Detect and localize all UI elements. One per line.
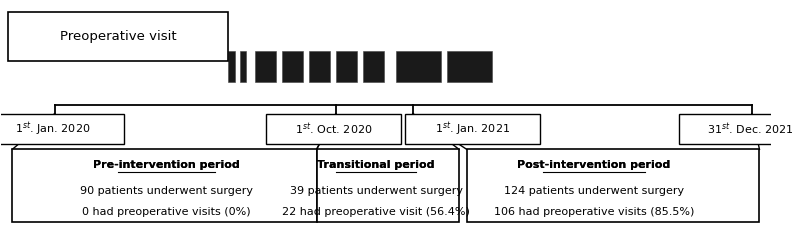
- Text: Transitional period: Transitional period: [318, 160, 435, 170]
- Text: 39 patients underwent surgery: 39 patients underwent surgery: [290, 186, 463, 196]
- Text: 90 patients underwent surgery: 90 patients underwent surgery: [80, 186, 253, 196]
- Bar: [228, 51, 235, 82]
- Text: 1$^{st}$. Oct. 2020: 1$^{st}$. Oct. 2020: [295, 121, 373, 137]
- Text: Pre-intervention period: Pre-intervention period: [93, 160, 239, 170]
- Bar: [255, 51, 276, 82]
- FancyBboxPatch shape: [0, 114, 124, 144]
- FancyBboxPatch shape: [467, 149, 760, 222]
- Text: 106 had preoperative visits (85.5%): 106 had preoperative visits (85.5%): [494, 207, 694, 217]
- Text: Preoperative visit: Preoperative visit: [60, 30, 176, 43]
- Text: Transitional period: Transitional period: [318, 160, 435, 170]
- Bar: [396, 51, 440, 82]
- FancyBboxPatch shape: [678, 114, 798, 144]
- Text: 1$^{st}$. Jan. 2021: 1$^{st}$. Jan. 2021: [435, 120, 510, 137]
- Bar: [309, 51, 330, 82]
- Bar: [448, 51, 492, 82]
- Text: 1$^{st}$. Jan. 2020: 1$^{st}$. Jan. 2020: [15, 120, 90, 137]
- Text: 31$^{st}$. Dec. 2021: 31$^{st}$. Dec. 2021: [706, 121, 793, 137]
- Text: 22 had preoperative visit (56.4%): 22 had preoperative visit (56.4%): [282, 207, 470, 217]
- Bar: [239, 51, 247, 82]
- FancyBboxPatch shape: [317, 149, 459, 222]
- Bar: [336, 51, 358, 82]
- Text: Pre-intervention period: Pre-intervention period: [93, 160, 239, 170]
- Text: 0 had preoperative visits (0%): 0 had preoperative visits (0%): [82, 207, 251, 217]
- FancyBboxPatch shape: [12, 149, 317, 222]
- Bar: [282, 51, 303, 82]
- FancyBboxPatch shape: [405, 114, 540, 144]
- Text: Post-intervention period: Post-intervention period: [517, 160, 670, 170]
- Bar: [363, 51, 385, 82]
- FancyBboxPatch shape: [9, 12, 228, 61]
- Text: Post-intervention period: Post-intervention period: [517, 160, 670, 170]
- Text: 124 patients underwent surgery: 124 patients underwent surgery: [504, 186, 684, 196]
- FancyBboxPatch shape: [267, 114, 401, 144]
